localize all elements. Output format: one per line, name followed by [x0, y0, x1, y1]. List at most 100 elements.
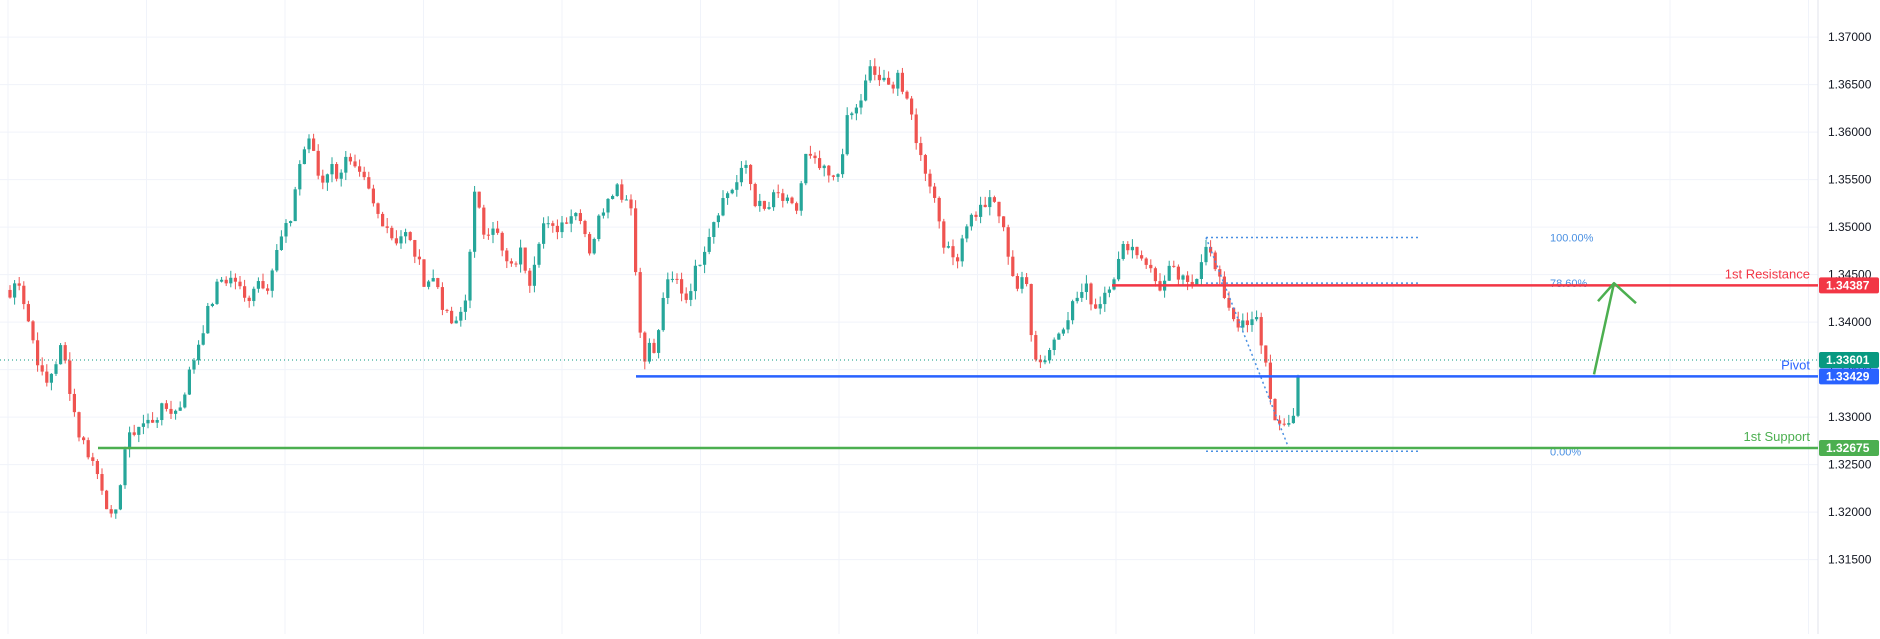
candle-body — [974, 214, 978, 217]
candle-body — [183, 394, 187, 408]
candle-body — [1107, 289, 1111, 293]
candle-body — [91, 457, 95, 462]
candle-body — [749, 164, 753, 185]
candle-body — [914, 114, 918, 144]
candle-body — [399, 236, 403, 244]
candle-body — [1117, 258, 1121, 280]
candle-body — [992, 197, 996, 202]
candle-body — [611, 195, 615, 199]
candle-body — [224, 279, 228, 284]
candle-body — [141, 423, 145, 427]
candle-body — [1011, 256, 1015, 277]
candle-body — [8, 289, 12, 298]
candle-body — [1149, 264, 1153, 269]
candle-body — [841, 154, 845, 175]
candle-body — [1241, 320, 1245, 328]
candle-body — [417, 256, 421, 260]
candle-body — [997, 201, 1001, 217]
candle-body — [275, 249, 279, 271]
candle-body — [1273, 398, 1277, 421]
candle-body — [1052, 339, 1056, 350]
candle-body — [1080, 292, 1084, 298]
candle-body — [302, 149, 306, 165]
candle-body — [799, 183, 803, 211]
candle-body — [615, 184, 619, 196]
candle-body — [1066, 320, 1070, 330]
price-axis[interactable]: 1.315001.320001.325001.330001.335001.340… — [1819, 30, 1879, 567]
candle-body — [31, 321, 35, 341]
candle-body — [983, 204, 987, 208]
candle-body — [128, 432, 132, 450]
candle-body — [454, 320, 458, 324]
candle-body — [969, 214, 973, 227]
candle-body — [565, 222, 569, 224]
candle-body — [887, 77, 891, 85]
candle-body — [100, 474, 104, 491]
y-tick-label: 1.36000 — [1828, 125, 1872, 139]
candle-body — [40, 365, 44, 372]
candle-body — [555, 225, 559, 233]
candle-body — [813, 155, 817, 159]
candle-body — [1038, 359, 1042, 363]
candle-body — [1135, 246, 1139, 256]
candle-body — [307, 138, 311, 150]
candle-body — [114, 509, 118, 514]
candle-body — [1268, 362, 1272, 399]
candle-body — [371, 188, 375, 204]
candle-body — [95, 461, 99, 475]
candle-body — [937, 197, 941, 222]
candle-body — [707, 236, 711, 252]
candle-body — [670, 278, 674, 280]
candle-body — [1089, 283, 1093, 305]
candle-body — [45, 371, 49, 383]
candle-body — [1236, 319, 1240, 328]
candle-body — [850, 113, 854, 116]
candle-body — [394, 238, 398, 244]
candle-body — [118, 485, 122, 510]
candle-body — [436, 278, 440, 288]
candle-body — [298, 164, 302, 190]
candle-body — [109, 509, 113, 514]
candle-body — [477, 191, 481, 208]
candle-body — [588, 234, 592, 254]
candle-body — [206, 305, 210, 334]
candle-body — [1006, 227, 1010, 257]
candle-body — [689, 291, 693, 300]
candle-body — [698, 264, 702, 266]
candle-body — [592, 238, 596, 254]
candle-body — [1218, 269, 1222, 277]
candle-body — [59, 345, 63, 365]
candle-body — [629, 199, 633, 209]
last-price-tag-bg — [1819, 352, 1879, 369]
candle-body — [266, 288, 270, 291]
y-tick-label: 1.32000 — [1828, 505, 1872, 519]
candle-body — [390, 227, 394, 239]
candle-body — [229, 277, 233, 284]
candle-body — [376, 203, 380, 214]
candle-body — [1287, 423, 1291, 425]
candle-body — [123, 449, 127, 486]
candle-body — [703, 251, 707, 265]
candle-body — [496, 228, 500, 233]
candle-body — [1126, 243, 1130, 251]
candle-body — [270, 270, 274, 291]
level-name: 1st Support — [1744, 429, 1811, 444]
candle-body — [105, 490, 109, 510]
candle-body — [247, 297, 251, 302]
candle-body — [624, 199, 628, 201]
candle-body — [693, 265, 697, 292]
candle-body — [1084, 283, 1088, 293]
candle-body — [523, 247, 527, 271]
candle-body — [827, 165, 831, 176]
candle-body — [551, 223, 555, 226]
level-name: Pivot — [1781, 357, 1810, 372]
candle-body — [174, 410, 178, 414]
candle-body — [187, 369, 191, 395]
candle-body — [381, 213, 385, 227]
candle-body — [445, 309, 449, 311]
candle-body — [808, 153, 812, 156]
candle-body — [988, 197, 992, 208]
candle-body — [1176, 266, 1180, 280]
